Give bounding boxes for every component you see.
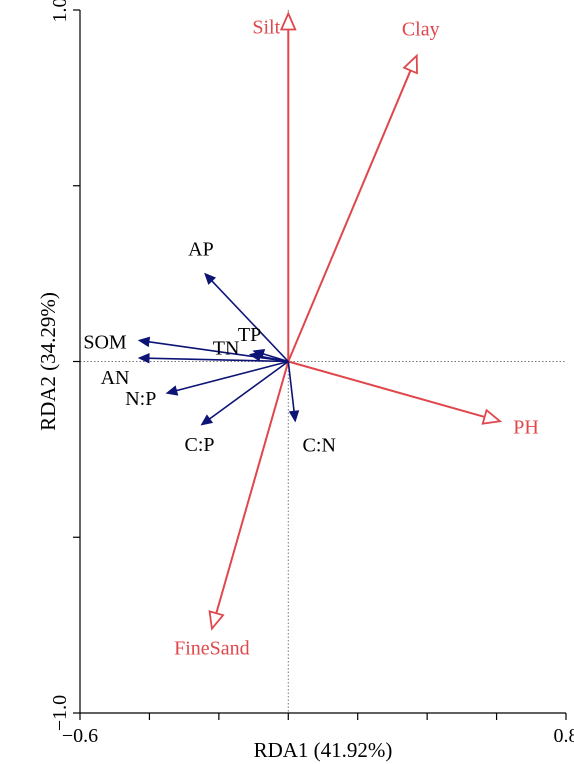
vector-tp xyxy=(252,348,289,363)
vector-line-ap xyxy=(205,274,289,363)
vector-line-som xyxy=(140,339,289,363)
vector-clay xyxy=(287,53,418,362)
vector-ph xyxy=(288,360,503,425)
vector-an xyxy=(137,352,289,364)
vector-arrowhead-som xyxy=(137,336,151,348)
origin-guides xyxy=(80,10,566,713)
y-tick-label: −1.0 xyxy=(49,695,71,731)
vector-label-tp: TP xyxy=(238,324,261,346)
vector-label-clay: Clay xyxy=(402,19,440,41)
vector-line-finesand xyxy=(215,361,290,614)
tick-labels: −0.6 0.8 1.0 −1.0 xyxy=(49,0,574,747)
vector-line-c-p xyxy=(202,360,289,425)
vector-arrowhead-silt xyxy=(279,11,297,31)
vector-label-n-p: N:P xyxy=(125,388,156,410)
vector-label-an: AN xyxy=(101,367,130,389)
vector-c-n xyxy=(287,361,300,423)
vector-line-clay xyxy=(287,70,412,362)
vector-arrowhead-c-p xyxy=(200,414,214,426)
vector-c-p xyxy=(200,360,289,426)
vector-label-som: SOM xyxy=(83,331,127,353)
vector-line-n-p xyxy=(168,360,289,394)
vectors xyxy=(137,11,503,631)
vector-line-ph xyxy=(288,360,485,418)
vector-label-ph: PH xyxy=(513,416,539,438)
vector-label-c-n: C:N xyxy=(303,434,336,456)
vector-n-p xyxy=(165,360,289,396)
vector-label-finesand: FineSand xyxy=(174,638,250,660)
vector-label-tn: TN xyxy=(213,337,240,359)
vector-arrowhead-tp xyxy=(252,348,266,360)
x-tick-label: 0.8 xyxy=(554,725,574,747)
y-axis-title: RDA2 (34.29%) xyxy=(36,292,60,431)
vector-label-ap: AP xyxy=(188,239,214,261)
vector-arrowhead-clay xyxy=(402,53,418,75)
vector-ap xyxy=(204,272,289,363)
vector-arrowhead-ph xyxy=(481,408,503,425)
vector-som xyxy=(137,336,289,363)
ticks xyxy=(73,9,567,720)
vector-label-silt: Silt xyxy=(252,17,280,39)
vector-arrowhead-finesand xyxy=(208,610,225,631)
x-tick-label: −0.6 xyxy=(62,725,98,747)
vector-arrowhead-n-p xyxy=(165,385,179,396)
vector-silt xyxy=(279,11,297,362)
vector-arrowhead-c-n xyxy=(288,410,300,423)
y-tick-label: 1.0 xyxy=(49,0,71,23)
vector-arrowhead-an xyxy=(137,352,150,364)
vector-finesand xyxy=(208,361,290,631)
x-axis-title: RDA1 (41.92%) xyxy=(254,738,393,762)
vector-label-c-p: C:P xyxy=(184,434,214,456)
vector-arrowhead-ap xyxy=(204,272,217,285)
vector-line-c-n xyxy=(287,361,296,420)
vector-line-an xyxy=(140,357,289,363)
